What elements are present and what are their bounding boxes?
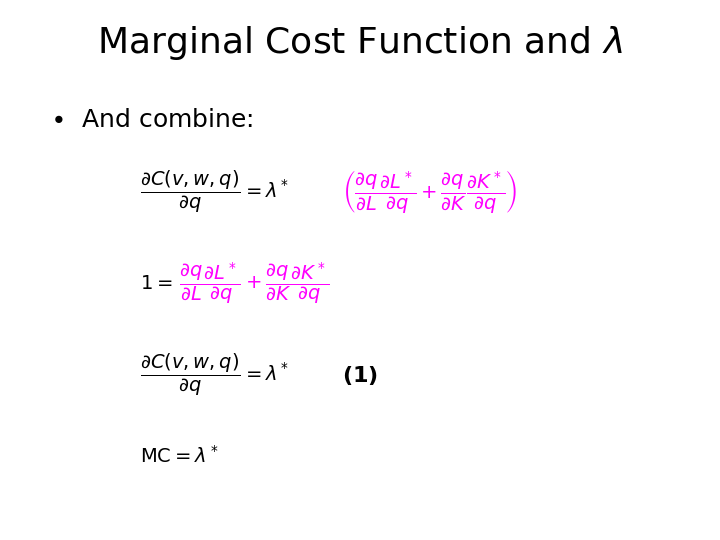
Text: $\mathrm{MC} = \lambda^*$: $\mathrm{MC} = \lambda^*$	[140, 446, 219, 467]
Text: $1=$: $1=$	[140, 274, 173, 293]
Text: $\bullet$  And combine:: $\bullet$ And combine:	[50, 108, 253, 132]
Text: $\mathbf{(1)}$: $\mathbf{(1)}$	[342, 364, 378, 387]
Text: $\dfrac{\partial C(v,w,q)}{\partial q} = \lambda^*$: $\dfrac{\partial C(v,w,q)}{\partial q} =…	[140, 168, 289, 215]
Text: $\left(\dfrac{\partial q}{\partial L}\dfrac{\partial L^*}{\partial q}+\dfrac{\pa: $\left(\dfrac{\partial q}{\partial L}\df…	[342, 168, 517, 215]
Text: $\dfrac{\partial q}{\partial L}\dfrac{\partial L^*}{\partial q}+\dfrac{\partial : $\dfrac{\partial q}{\partial L}\dfrac{\p…	[179, 260, 329, 307]
Text: Marginal Cost Function and $\lambda$: Marginal Cost Function and $\lambda$	[97, 24, 623, 62]
Text: $\dfrac{\partial C(v,w,q)}{\partial q} = \lambda^*$: $\dfrac{\partial C(v,w,q)}{\partial q} =…	[140, 352, 289, 399]
